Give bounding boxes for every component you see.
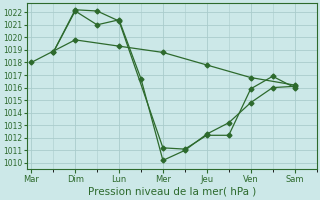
X-axis label: Pression niveau de la mer( hPa ): Pression niveau de la mer( hPa )	[88, 187, 256, 197]
